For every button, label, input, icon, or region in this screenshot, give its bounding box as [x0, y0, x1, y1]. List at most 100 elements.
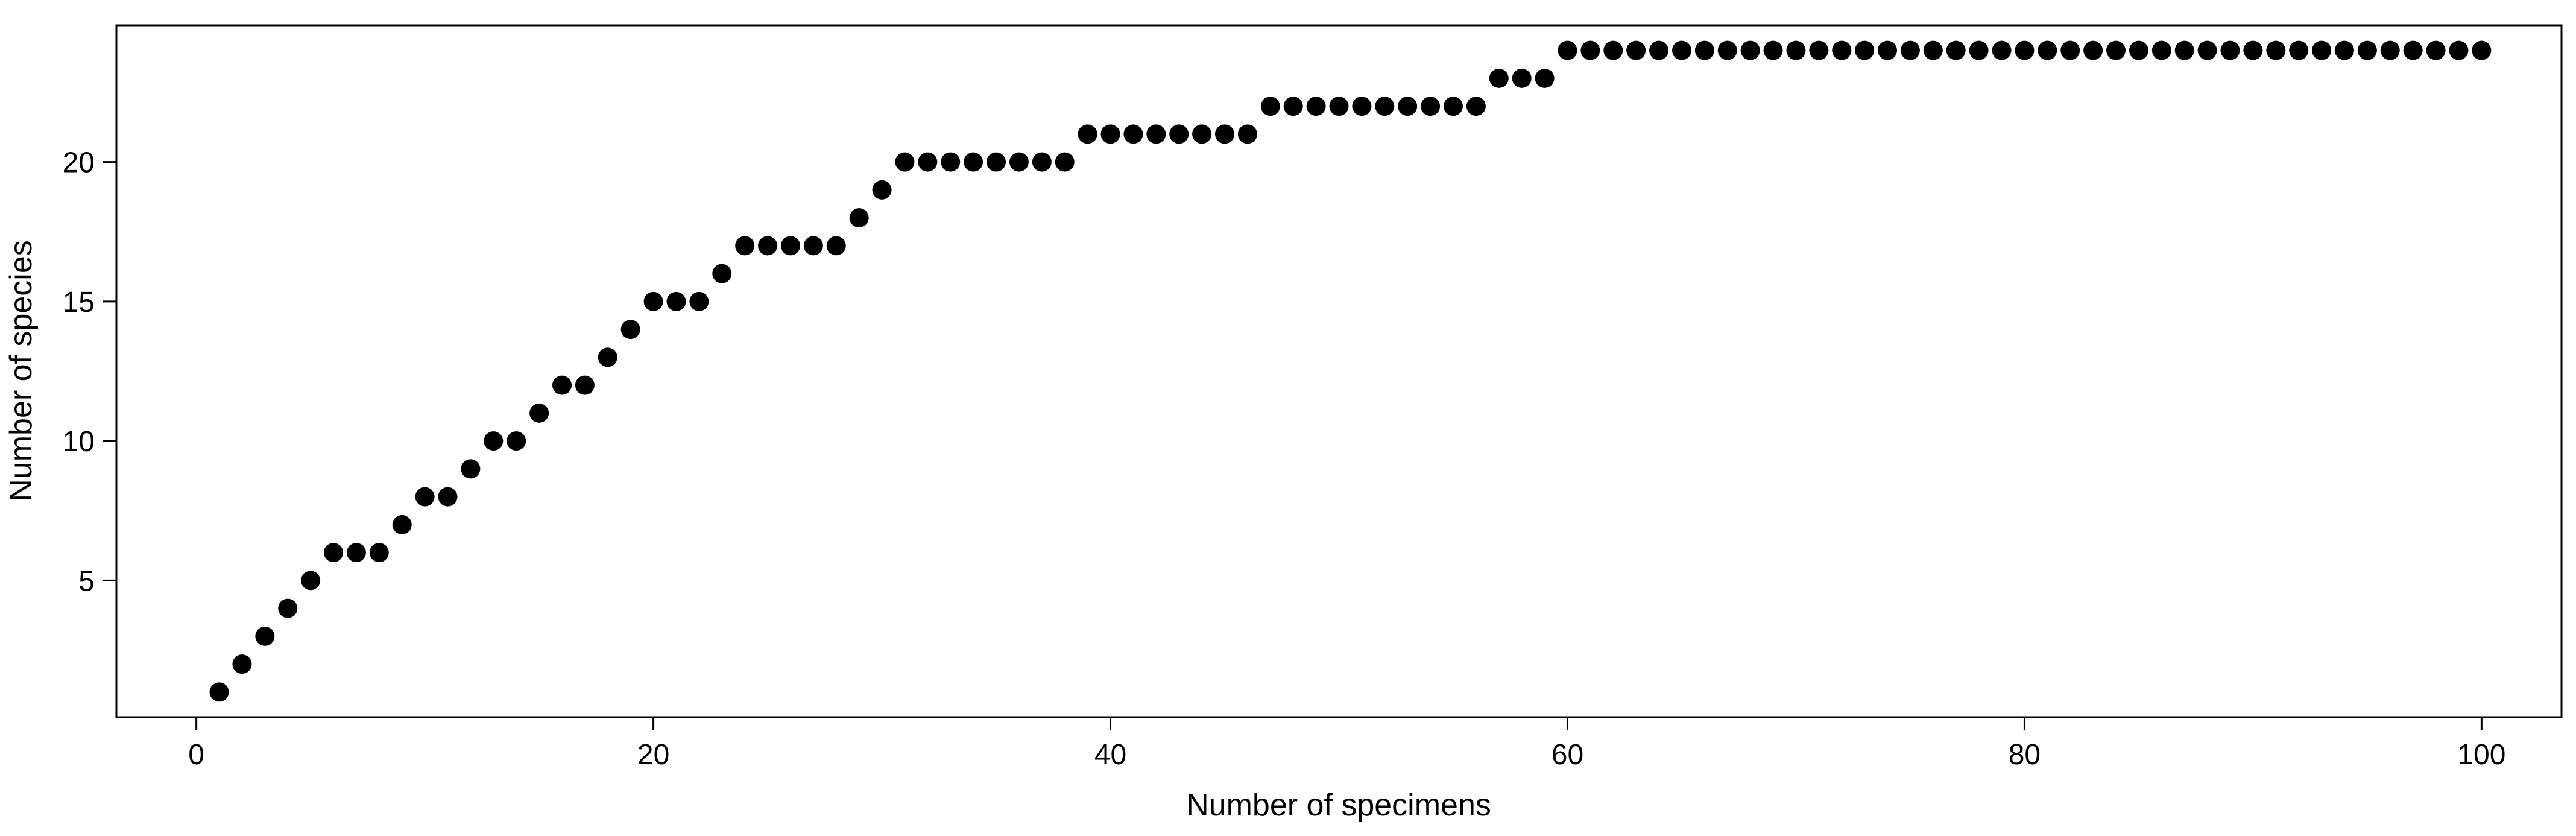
data-point: [2357, 40, 2377, 60]
data-point: [552, 375, 572, 395]
data-point: [2220, 40, 2240, 60]
data-point: [2243, 40, 2263, 60]
data-point: [1489, 68, 1509, 88]
data-point: [803, 236, 823, 256]
data-point: [895, 152, 915, 172]
data-point: [2151, 40, 2171, 60]
data-point: [987, 152, 1006, 172]
data-point: [872, 180, 892, 200]
data-point: [1352, 97, 1372, 116]
data-point: [1626, 40, 1646, 60]
y-tick-label: 15: [63, 287, 95, 318]
data-points: [209, 40, 2492, 702]
data-point: [2174, 40, 2194, 60]
data-point: [735, 236, 755, 256]
x-tick-label: 40: [1094, 739, 1126, 771]
data-point: [255, 626, 275, 646]
data-point: [2038, 40, 2057, 60]
data-point: [1009, 152, 1029, 172]
data-point: [2266, 40, 2286, 60]
data-point: [964, 152, 983, 172]
data-point: [2197, 40, 2217, 60]
data-point: [209, 682, 229, 702]
data-point: [643, 291, 663, 311]
data-point: [1443, 97, 1463, 116]
data-point: [507, 431, 526, 451]
data-point: [1032, 152, 1052, 172]
data-point: [438, 487, 458, 507]
data-point: [575, 375, 595, 395]
data-point: [529, 403, 549, 423]
data-point: [324, 543, 344, 563]
data-point: [1717, 40, 1737, 60]
data-point: [2106, 40, 2126, 60]
data-point: [2449, 40, 2469, 60]
data-point: [1398, 97, 1418, 116]
data-point: [1123, 124, 1143, 144]
data-point: [1923, 40, 1943, 60]
data-point: [826, 236, 846, 256]
data-point: [1237, 124, 1257, 144]
data-point: [1694, 40, 1714, 60]
data-point: [1421, 97, 1441, 116]
data-point: [1169, 124, 1189, 144]
data-point: [1283, 97, 1303, 116]
data-point: [1832, 40, 1852, 60]
data-point: [1855, 40, 1875, 60]
data-point: [1603, 40, 1623, 60]
data-point: [2380, 40, 2400, 60]
data-point: [1078, 124, 1097, 144]
data-point: [1329, 97, 1349, 116]
x-tick-label: 60: [1552, 739, 1583, 771]
y-axis: 5 10 15 20: [63, 147, 116, 597]
data-point: [1146, 124, 1166, 144]
data-point: [1649, 40, 1669, 60]
y-tick-label: 20: [63, 147, 95, 179]
data-point: [1969, 40, 1989, 60]
data-point: [2334, 40, 2354, 60]
x-tick-label: 20: [637, 739, 669, 771]
data-point: [780, 236, 800, 256]
data-point: [1672, 40, 1691, 60]
data-point: [1580, 40, 1600, 60]
data-point: [2472, 40, 2492, 60]
data-point: [461, 459, 481, 479]
data-point: [1512, 68, 1532, 88]
data-point: [2312, 40, 2332, 60]
data-point: [758, 236, 778, 256]
data-point: [278, 598, 298, 618]
x-axis: 0 20 40 60 80 100: [188, 717, 2505, 771]
data-point: [2015, 40, 2035, 60]
data-point: [484, 431, 504, 451]
data-point: [1055, 152, 1075, 172]
data-point: [346, 543, 366, 563]
data-point: [1192, 124, 1212, 144]
data-point: [369, 543, 389, 563]
y-tick-label: 10: [63, 426, 95, 458]
data-point: [232, 654, 252, 674]
x-tick-label: 100: [2457, 739, 2505, 771]
data-point: [1946, 40, 1966, 60]
data-point: [2426, 40, 2446, 60]
data-point: [1375, 97, 1395, 116]
y-axis-title: Number of species: [4, 240, 39, 502]
data-point: [849, 208, 869, 228]
data-point: [712, 264, 732, 283]
data-point: [415, 487, 435, 507]
data-point: [2129, 40, 2148, 60]
data-point: [1786, 40, 1806, 60]
x-tick-label: 0: [188, 739, 204, 771]
data-point: [2403, 40, 2423, 60]
data-point: [1763, 40, 1783, 60]
data-point: [1992, 40, 2012, 60]
x-tick-label: 80: [2009, 739, 2041, 771]
data-point: [918, 152, 938, 172]
y-tick-label: 5: [78, 565, 95, 597]
data-point: [666, 291, 686, 311]
data-point: [689, 291, 709, 311]
data-point: [1878, 40, 1898, 60]
data-point: [1900, 40, 1920, 60]
x-axis-title: Number of specimens: [1186, 788, 1491, 823]
data-point: [1535, 68, 1555, 88]
